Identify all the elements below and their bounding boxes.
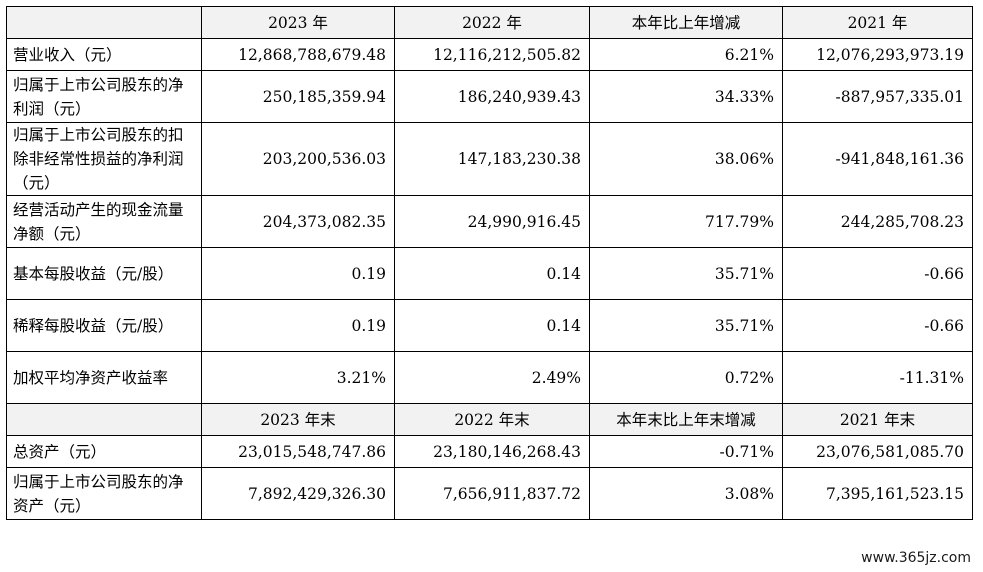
header-cell-2021: 2021 年 <box>782 6 973 39</box>
row-label: 总资产（元） <box>6 435 202 468</box>
table-row: 归属于上市公司股东的净资产（元） 7,892,429,326.30 7,656,… <box>6 467 973 520</box>
value-2022: 7,656,911,837.72 <box>394 467 590 520</box>
value-2022: 2.49% <box>394 351 590 404</box>
value-change: 35.71% <box>589 299 783 352</box>
header-cell-change-end: 本年末比上年末增减 <box>589 403 783 436</box>
header-cell-2021-end: 2021 年末 <box>782 403 973 436</box>
value-2021: -11.31% <box>782 351 973 404</box>
value-2022: 186,240,939.43 <box>394 70 590 123</box>
row-label: 营业收入（元） <box>6 38 202 71</box>
row-label: 归属于上市公司股东的扣除非经常性损益的净利润（元） <box>6 122 202 196</box>
header-cell-change: 本年比上年增减 <box>589 6 783 39</box>
table-header-row: 2023 年末 2022 年末 本年末比上年末增减 2021 年末 <box>6 403 973 436</box>
value-2023: 0.19 <box>201 299 395 352</box>
value-2021: -0.66 <box>782 299 973 352</box>
value-2021: -0.66 <box>782 247 973 300</box>
value-change: 0.72% <box>589 351 783 404</box>
row-label: 归属于上市公司股东的净资产（元） <box>6 467 202 520</box>
site-watermark: www.365jz.com <box>857 548 975 568</box>
value-2022: 12,116,212,505.82 <box>394 38 590 71</box>
header-cell-blank <box>6 6 202 39</box>
value-2022: 0.14 <box>394 299 590 352</box>
header-cell-2023-end: 2023 年末 <box>201 403 395 436</box>
table-row: 基本每股收益（元/股） 0.19 0.14 35.71% -0.66 <box>6 247 973 300</box>
value-2021: 7,395,161,523.15 <box>782 467 973 520</box>
value-change: 717.79% <box>589 195 783 248</box>
table-header-row: 2023 年 2022 年 本年比上年增减 2021 年 <box>6 6 973 39</box>
value-2021: 12,076,293,973.19 <box>782 38 973 71</box>
value-2022: 0.14 <box>394 247 590 300</box>
value-change: 3.08% <box>589 467 783 520</box>
row-label: 加权平均净资产收益率 <box>6 351 202 404</box>
value-2023: 3.21% <box>201 351 395 404</box>
table-row: 归属于上市公司股东的扣除非经常性损益的净利润（元） 203,200,536.03… <box>6 122 973 196</box>
value-change: 34.33% <box>589 70 783 123</box>
value-change: 6.21% <box>589 38 783 71</box>
value-change: -0.71% <box>589 435 783 468</box>
value-2023: 12,868,788,679.48 <box>201 38 395 71</box>
table-row: 归属于上市公司股东的净利润（元） 250,185,359.94 186,240,… <box>6 70 973 123</box>
value-2023: 0.19 <box>201 247 395 300</box>
value-2022: 24,990,916.45 <box>394 195 590 248</box>
financial-summary-table: 2023 年 2022 年 本年比上年增减 2021 年 营业收入（元） 12,… <box>6 6 973 520</box>
value-2023: 250,185,359.94 <box>201 70 395 123</box>
header-cell-2023: 2023 年 <box>201 6 395 39</box>
value-2022: 147,183,230.38 <box>394 122 590 196</box>
table-row: 稀释每股收益（元/股） 0.19 0.14 35.71% -0.66 <box>6 299 973 352</box>
row-label: 基本每股收益（元/股） <box>6 247 202 300</box>
value-change: 38.06% <box>589 122 783 196</box>
value-2023: 23,015,548,747.86 <box>201 435 395 468</box>
value-2022: 23,180,146,268.43 <box>394 435 590 468</box>
value-2023: 204,373,082.35 <box>201 195 395 248</box>
table-row: 总资产（元） 23,015,548,747.86 23,180,146,268.… <box>6 435 973 468</box>
table-row: 经营活动产生的现金流量净额（元） 204,373,082.35 24,990,9… <box>6 195 973 248</box>
row-label: 归属于上市公司股东的净利润（元） <box>6 70 202 123</box>
value-change: 35.71% <box>589 247 783 300</box>
table-row: 加权平均净资产收益率 3.21% 2.49% 0.72% -11.31% <box>6 351 973 404</box>
value-2021: 23,076,581,085.70 <box>782 435 973 468</box>
header-cell-2022: 2022 年 <box>394 6 590 39</box>
value-2023: 203,200,536.03 <box>201 122 395 196</box>
header-cell-2022-end: 2022 年末 <box>394 403 590 436</box>
value-2021: -941,848,161.36 <box>782 122 973 196</box>
value-2021: -887,957,335.01 <box>782 70 973 123</box>
table-row: 营业收入（元） 12,868,788,679.48 12,116,212,505… <box>6 38 973 71</box>
header-cell-blank <box>6 403 202 436</box>
row-label: 经营活动产生的现金流量净额（元） <box>6 195 202 248</box>
row-label: 稀释每股收益（元/股） <box>6 299 202 352</box>
value-2021: 244,285,708.23 <box>782 195 973 248</box>
value-2023: 7,892,429,326.30 <box>201 467 395 520</box>
